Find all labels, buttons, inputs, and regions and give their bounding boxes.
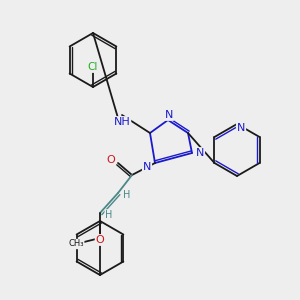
Text: O: O [106,155,116,165]
Text: N: N [237,123,245,133]
Text: Cl: Cl [88,62,98,72]
Text: H: H [105,210,113,220]
Text: N: N [165,110,173,120]
Text: N: N [196,148,204,158]
Text: O: O [96,235,104,245]
Text: N: N [143,162,151,172]
Text: CH₃: CH₃ [68,239,84,248]
Text: H: H [123,190,131,200]
Text: NH: NH [114,117,130,127]
